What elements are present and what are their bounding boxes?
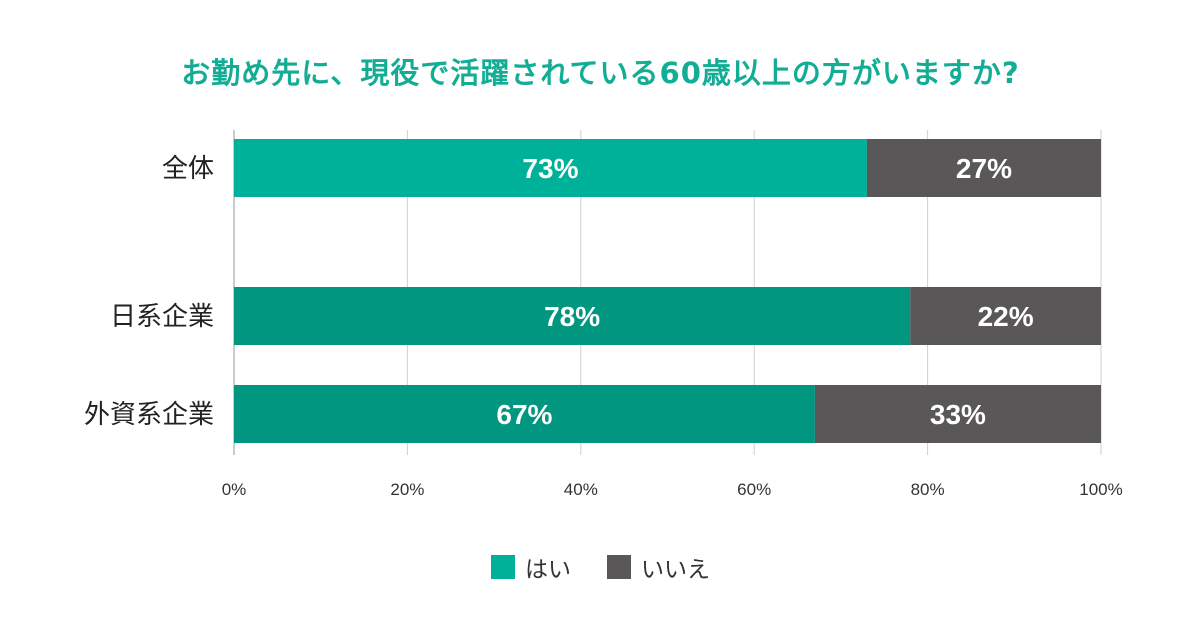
bar-data-label: 67% [496, 399, 552, 430]
bar-yes [234, 139, 867, 197]
legend-label-yes: はい [525, 557, 571, 583]
bar-no [814, 385, 1101, 443]
x-tick-label: 0% [222, 480, 247, 499]
legend-item-no: いいえ [607, 550, 710, 584]
x-tick-label: 40% [564, 480, 598, 499]
x-tick-label: 20% [390, 480, 424, 499]
x-tick-label: 100% [1079, 480, 1122, 499]
legend-item-yes: はい [491, 550, 571, 584]
category-label: 全体 [162, 154, 214, 184]
bar-data-label: 33% [930, 399, 986, 430]
chart-title: お勤め先に、現役で活躍されている60歳以上の方がいますか? [181, 56, 1020, 90]
x-tick-label: 60% [737, 480, 771, 499]
category-label: 外資系企業 [84, 400, 214, 430]
legend-label-no: いいえ [641, 557, 710, 583]
bar-yes [234, 385, 815, 443]
bar-yes [234, 287, 911, 345]
legend: はい いいえ [0, 550, 1201, 584]
category-label: 日系企業 [110, 302, 214, 332]
bar-no [910, 287, 1101, 345]
bar-no [866, 139, 1101, 197]
bar-data-label: 27% [956, 153, 1012, 184]
x-tick-label: 80% [911, 480, 945, 499]
bar-data-label: 22% [978, 301, 1034, 332]
legend-swatch-no [607, 555, 631, 579]
bar-data-label: 73% [522, 153, 578, 184]
legend-swatch-yes [491, 555, 515, 579]
bar-data-label: 78% [544, 301, 600, 332]
